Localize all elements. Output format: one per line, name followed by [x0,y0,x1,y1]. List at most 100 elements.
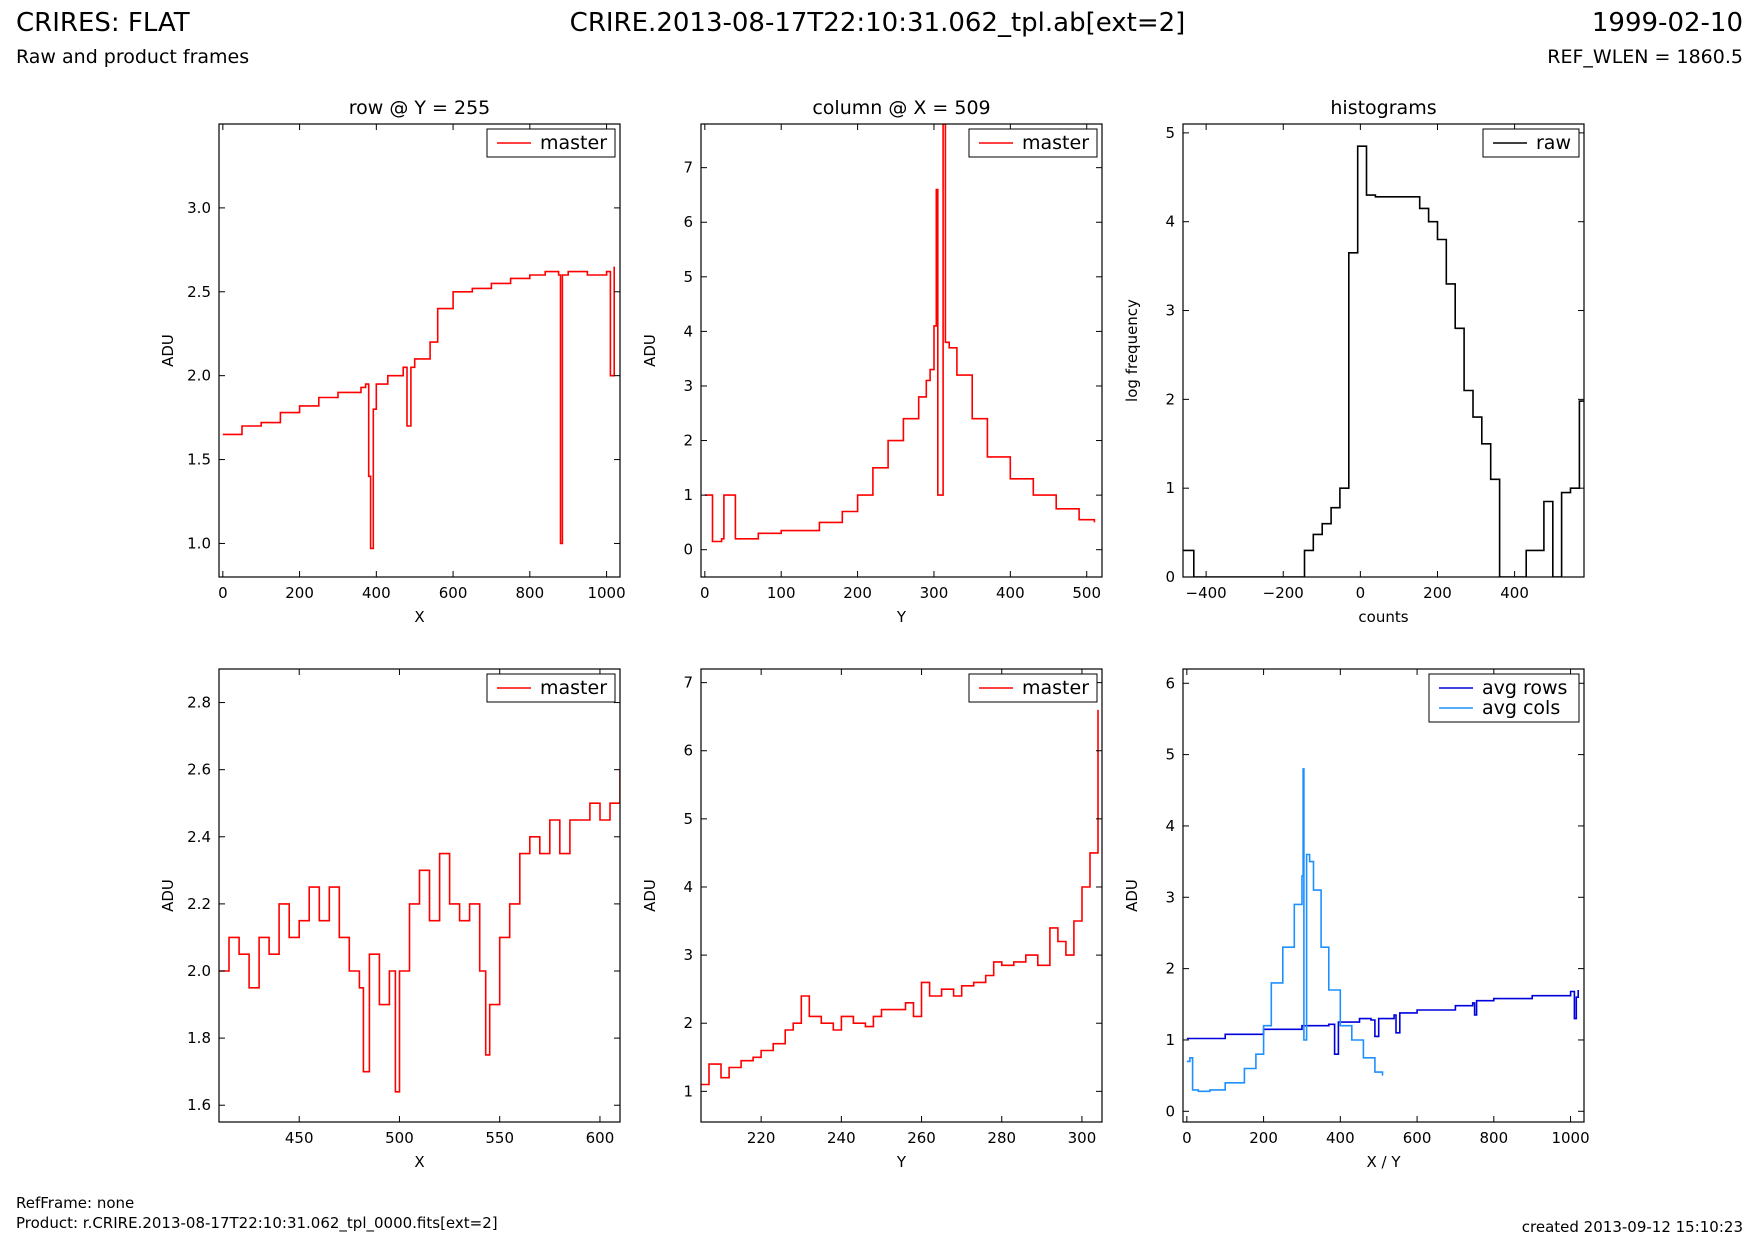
panel-column: 0 100 200 300 400 500 0 1 2 3 4 5 6 7 Y ADU column @ X =… [641,97,1103,626]
y-tick-label: 2 [1165,960,1175,978]
y-tick-label: 2 [683,1014,693,1032]
y-tick-label: 1.6 [187,1096,211,1114]
y-tick-label: 4 [683,322,693,340]
x-tick-label: 800 [516,584,545,602]
product-note: Product: r.CRIRE.2013-08-17T22:10:31.062… [16,1214,498,1232]
x-tick-label: 550 [485,1129,514,1147]
x-tick-label: 400 [1326,1129,1355,1147]
y-tick-label: 7 [683,674,693,692]
refframe-note: RefFrame: none [16,1194,135,1212]
plot-frame [218,668,621,1123]
y-tick-label: 3 [1165,302,1175,320]
x-axis-label: Y [896,608,907,626]
y-tick-label: 5 [683,268,693,286]
legend-label: master [1022,132,1089,154]
legend-box [1428,673,1580,723]
x-tick-label: 600 [586,1129,615,1147]
panel-column-zoom: 220 240 260 280 300 1 2 3 4 5 6 7 Y ADU master [641,668,1103,1171]
x-tick-label: 200 [1423,584,1452,602]
y-tick-label: 7 [683,159,693,177]
legend-label: raw [1536,132,1571,154]
plot-frame [218,123,621,578]
legend: master [968,673,1098,703]
series-master-line [701,709,1099,1086]
plot-frame [1182,123,1585,578]
plot-frame [1182,668,1585,1123]
x-tick-label: 400 [996,584,1025,602]
y-tick-label: 1 [1165,479,1175,497]
figure-title: CRIRES: FLAT [16,8,190,38]
y-tick-label: 2.2 [187,895,211,913]
panel-histograms: −400 −200 0 200 400 0 1 2 3 4 5 counts log frequency… [1123,97,1585,626]
legend: master [486,673,616,703]
y-tick-label: 2.6 [187,761,211,779]
legend-label: master [1022,677,1089,699]
y-tick-label: 5 [1165,746,1175,764]
observation-date: 1999-02-10 [1591,8,1743,38]
y-tick-label: 4 [1165,817,1175,835]
legend-label: master [540,132,607,154]
y-tick-label: 6 [683,213,693,231]
x-tick-label: 300 [1068,1129,1097,1147]
y-tick-label: 5 [683,810,693,828]
y-tick-label: 1.8 [187,1029,211,1047]
series-master-line [222,266,615,550]
y-tick-label: 1 [1165,1031,1175,1049]
x-tick-label: 1000 [1551,1129,1589,1147]
y-tick-label: 2 [1165,390,1175,408]
x-tick-label: 400 [362,584,391,602]
y-tick-label: 1 [683,486,693,504]
ref-wlen: REF_WLEN = 1860.5 [1547,46,1743,68]
plot-frame [700,668,1103,1123]
x-axis-label: X [414,608,424,626]
x-tick-label: 100 [767,584,796,602]
x-tick-label: 800 [1480,1129,1509,1147]
y-tick-label: 2.0 [187,367,211,385]
x-tick-label: 0 [700,584,710,602]
y-axis-label: log frequency [1123,299,1141,402]
y-tick-label: 1.0 [187,534,211,552]
created-note: created 2013-09-12 15:10:23 [1521,1218,1743,1236]
x-tick-label: 200 [285,584,314,602]
x-axis-label: X / Y [1366,1153,1401,1171]
y-axis-label: ADU [159,879,177,912]
file-name: CRIRE.2013-08-17T22:10:31.062_tpl.ab[ext… [569,8,1186,38]
y-tick-label: 4 [1165,213,1175,231]
series-raw-line [1183,145,1584,577]
y-tick-label: 0 [683,541,693,559]
x-tick-label: 500 [385,1129,414,1147]
y-tick-label: 6 [1165,674,1175,692]
x-axis-label: counts [1358,608,1408,626]
y-tick-label: 1.5 [187,451,211,469]
y-tick-label: 2.4 [187,828,211,846]
y-tick-label: 2.8 [187,694,211,712]
y-tick-label: 2.5 [187,283,211,301]
y-tick-label: 3.0 [187,199,211,217]
y-tick-label: 5 [1165,124,1175,142]
legend: raw [1482,128,1580,158]
x-tick-label: 0 [1356,584,1366,602]
x-tick-label: 400 [1500,584,1529,602]
panel-title: column @ X = 509 [812,97,990,119]
panel-title: row @ Y = 255 [349,97,491,119]
x-tick-label: 220 [747,1129,776,1147]
x-tick-label: 280 [987,1129,1016,1147]
x-axis-label: X [414,1153,424,1171]
panel-averages: 0 200 400 600 800 1000 0 1 2 3 4 5 6 X / Y ADU avg rows… [1123,668,1590,1171]
y-axis-label: ADU [1123,879,1141,912]
panel-title: histograms [1330,97,1436,119]
series-master-line [219,769,620,1093]
x-axis-label: Y [896,1153,907,1171]
x-tick-label: 200 [843,584,872,602]
x-tick-label: −400 [1186,584,1227,602]
x-tick-label: 260 [907,1129,936,1147]
y-tick-label: 4 [683,878,693,896]
panel-row: 0 200 400 600 800 1000 1.0 1.5 2.0 2.5 3.0 X ADU row … [159,97,626,626]
y-axis-label: ADU [641,334,659,367]
y-tick-label: 3 [683,946,693,964]
x-tick-label: 0 [1182,1129,1192,1147]
x-tick-label: 450 [285,1129,314,1147]
panel-row-zoom: 450 500 550 600 1.6 1.8 2.0 2.2 2.4 2.6 2.8 X ADU mas… [159,668,621,1171]
